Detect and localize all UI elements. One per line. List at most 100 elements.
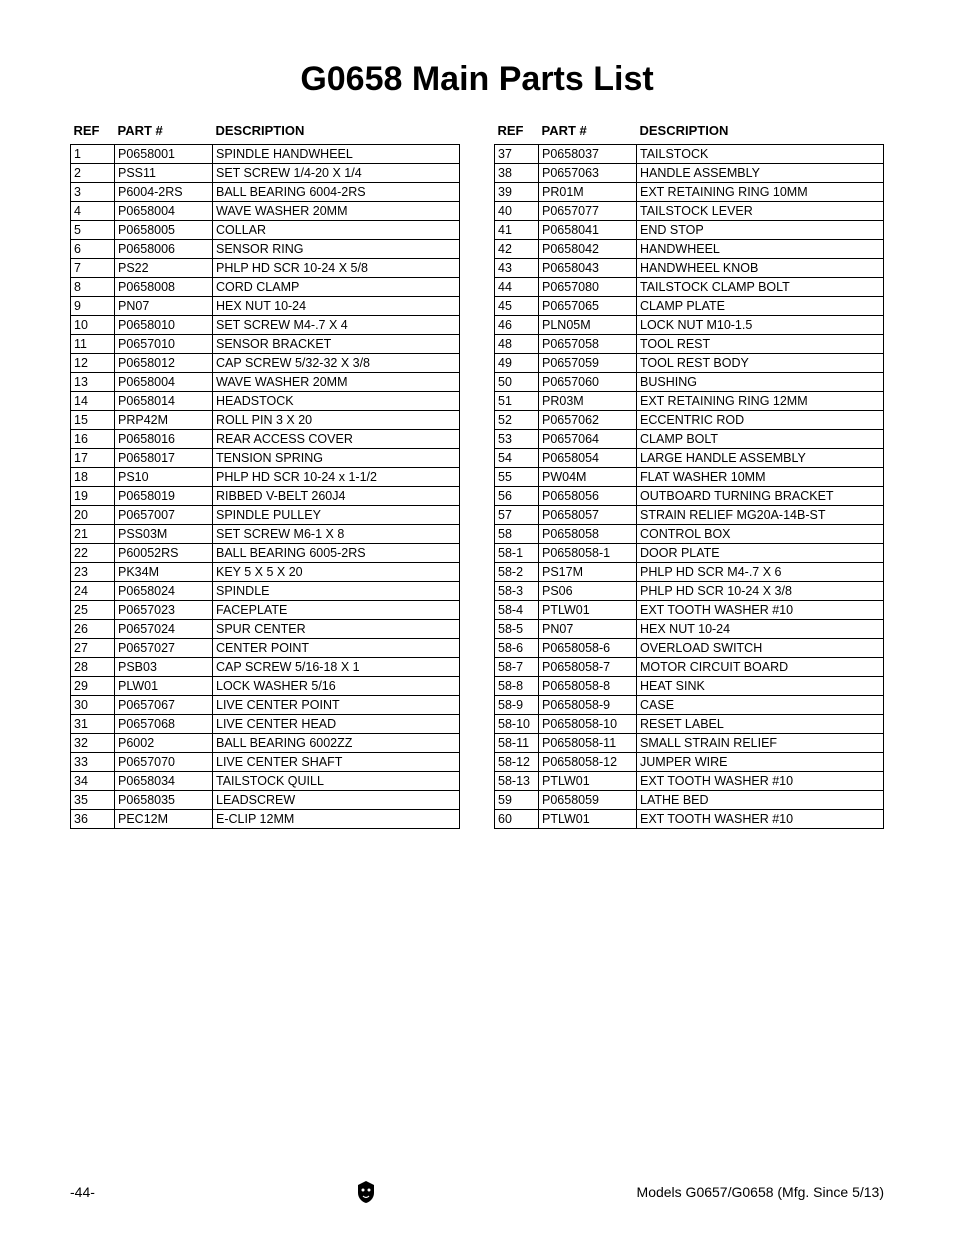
cell-ref: 56 bbox=[495, 487, 539, 506]
table-row: 56P0658056OUTBOARD TURNING BRACKET bbox=[495, 487, 884, 506]
cell-ref: 24 bbox=[71, 582, 115, 601]
cell-ref: 54 bbox=[495, 449, 539, 468]
cell-ref: 29 bbox=[71, 677, 115, 696]
table-row: 2PSS11SET SCREW 1/4-20 X 1/4 bbox=[71, 164, 460, 183]
cell-desc: SPINDLE bbox=[213, 582, 460, 601]
cell-part: P0658059 bbox=[539, 791, 637, 810]
cell-part: P0658058-9 bbox=[539, 696, 637, 715]
cell-desc: ROLL PIN 3 X 20 bbox=[213, 411, 460, 430]
table-row: 59P0658059LATHE BED bbox=[495, 791, 884, 810]
table-row: 17P0658017TENSION SPRING bbox=[71, 449, 460, 468]
header-ref: REF bbox=[71, 119, 115, 145]
cell-desc: HEX NUT 10-24 bbox=[637, 620, 884, 639]
cell-desc: E-CLIP 12MM bbox=[213, 810, 460, 829]
cell-desc: HANDLE ASSEMBLY bbox=[637, 164, 884, 183]
cell-ref: 58-9 bbox=[495, 696, 539, 715]
table-row: 9PN07HEX NUT 10-24 bbox=[71, 297, 460, 316]
cell-part: P0658058-1 bbox=[539, 544, 637, 563]
cell-part: P0658041 bbox=[539, 221, 637, 240]
cell-desc: HEAT SINK bbox=[637, 677, 884, 696]
cell-part: P0658058-12 bbox=[539, 753, 637, 772]
table-row: 28PSB03CAP SCREW 5/16-18 X 1 bbox=[71, 658, 460, 677]
cell-desc: MOTOR CIRCUIT BOARD bbox=[637, 658, 884, 677]
cell-desc: TENSION SPRING bbox=[213, 449, 460, 468]
cell-ref: 20 bbox=[71, 506, 115, 525]
cell-desc: TAILSTOCK CLAMP BOLT bbox=[637, 278, 884, 297]
table-row: 55PW04MFLAT WASHER 10MM bbox=[495, 468, 884, 487]
cell-desc: WAVE WASHER 20MM bbox=[213, 202, 460, 221]
cell-part: P0657024 bbox=[115, 620, 213, 639]
cell-ref: 23 bbox=[71, 563, 115, 582]
cell-part: P0658042 bbox=[539, 240, 637, 259]
table-row: 7PS22PHLP HD SCR 10-24 X 5/8 bbox=[71, 259, 460, 278]
table-row: 58-9P0658058-9CASE bbox=[495, 696, 884, 715]
cell-ref: 15 bbox=[71, 411, 115, 430]
table-row: 26P0657024SPUR CENTER bbox=[71, 620, 460, 639]
cell-ref: 11 bbox=[71, 335, 115, 354]
table-row: 13P0658004WAVE WASHER 20MM bbox=[71, 373, 460, 392]
page-content: G0658 Main Parts List REF PART # DESCRIP… bbox=[0, 0, 954, 829]
cell-ref: 33 bbox=[71, 753, 115, 772]
cell-part: P0657060 bbox=[539, 373, 637, 392]
cell-desc: EXT RETAINING RING 12MM bbox=[637, 392, 884, 411]
cell-ref: 35 bbox=[71, 791, 115, 810]
cell-part: P0658058-8 bbox=[539, 677, 637, 696]
table-row: 42P0658042HANDWHEEL bbox=[495, 240, 884, 259]
cell-desc: CENTER POINT bbox=[213, 639, 460, 658]
cell-desc: JUMPER WIRE bbox=[637, 753, 884, 772]
cell-part: P6004-2RS bbox=[115, 183, 213, 202]
cell-ref: 44 bbox=[495, 278, 539, 297]
cell-ref: 43 bbox=[495, 259, 539, 278]
cell-ref: 17 bbox=[71, 449, 115, 468]
page-title: G0658 Main Parts List bbox=[70, 60, 884, 99]
cell-ref: 58-6 bbox=[495, 639, 539, 658]
table-row: 36PEC12ME-CLIP 12MM bbox=[71, 810, 460, 829]
cell-part: P0657080 bbox=[539, 278, 637, 297]
cell-part: PS17M bbox=[539, 563, 637, 582]
table-row: 5P0658005COLLAR bbox=[71, 221, 460, 240]
cell-ref: 58-12 bbox=[495, 753, 539, 772]
table-row: 30P0657067LIVE CENTER POINT bbox=[71, 696, 460, 715]
table-row: 58-4PTLW01EXT TOOTH WASHER #10 bbox=[495, 601, 884, 620]
table-row: 23PK34MKEY 5 X 5 X 20 bbox=[71, 563, 460, 582]
cell-desc: FLAT WASHER 10MM bbox=[637, 468, 884, 487]
cell-part: PR03M bbox=[539, 392, 637, 411]
table-row: 52P0657062ECCENTRIC ROD bbox=[495, 411, 884, 430]
cell-part: P0657068 bbox=[115, 715, 213, 734]
cell-part: PS10 bbox=[115, 468, 213, 487]
table-row: 15PRP42MROLL PIN 3 X 20 bbox=[71, 411, 460, 430]
cell-ref: 39 bbox=[495, 183, 539, 202]
cell-desc: PHLP HD SCR M4-.7 X 6 bbox=[637, 563, 884, 582]
cell-ref: 58-13 bbox=[495, 772, 539, 791]
cell-part: P0658043 bbox=[539, 259, 637, 278]
cell-part: P0658058-7 bbox=[539, 658, 637, 677]
table-row: 34P0658034TAILSTOCK QUILL bbox=[71, 772, 460, 791]
cell-part: P0658006 bbox=[115, 240, 213, 259]
cell-desc: RIBBED V-BELT 260J4 bbox=[213, 487, 460, 506]
cell-desc: LIVE CENTER POINT bbox=[213, 696, 460, 715]
table-row: 10P0658010SET SCREW M4-.7 X 4 bbox=[71, 316, 460, 335]
cell-ref: 19 bbox=[71, 487, 115, 506]
cell-ref: 31 bbox=[71, 715, 115, 734]
cell-desc: TOOL REST BODY bbox=[637, 354, 884, 373]
cell-part: P0658056 bbox=[539, 487, 637, 506]
cell-part: P0658037 bbox=[539, 145, 637, 164]
cell-desc: LATHE BED bbox=[637, 791, 884, 810]
cell-desc: PHLP HD SCR 10-24 X 3/8 bbox=[637, 582, 884, 601]
table-row: 53P0657064CLAMP BOLT bbox=[495, 430, 884, 449]
cell-ref: 18 bbox=[71, 468, 115, 487]
cell-desc: TAILSTOCK QUILL bbox=[213, 772, 460, 791]
cell-part: P0657007 bbox=[115, 506, 213, 525]
cell-desc: OUTBOARD TURNING BRACKET bbox=[637, 487, 884, 506]
cell-desc: LOCK WASHER 5/16 bbox=[213, 677, 460, 696]
cell-ref: 41 bbox=[495, 221, 539, 240]
cell-ref: 58-1 bbox=[495, 544, 539, 563]
cell-ref: 26 bbox=[71, 620, 115, 639]
cell-ref: 27 bbox=[71, 639, 115, 658]
table-row: 22P60052RSBALL BEARING 6005-2RS bbox=[71, 544, 460, 563]
footer-model-text: Models G0657/G0658 (Mfg. Since 5/13) bbox=[637, 1184, 884, 1200]
cell-part: P6002 bbox=[115, 734, 213, 753]
table-row: 51PR03MEXT RETAINING RING 12MM bbox=[495, 392, 884, 411]
cell-ref: 42 bbox=[495, 240, 539, 259]
table-row: 37P0658037TAILSTOCK bbox=[495, 145, 884, 164]
